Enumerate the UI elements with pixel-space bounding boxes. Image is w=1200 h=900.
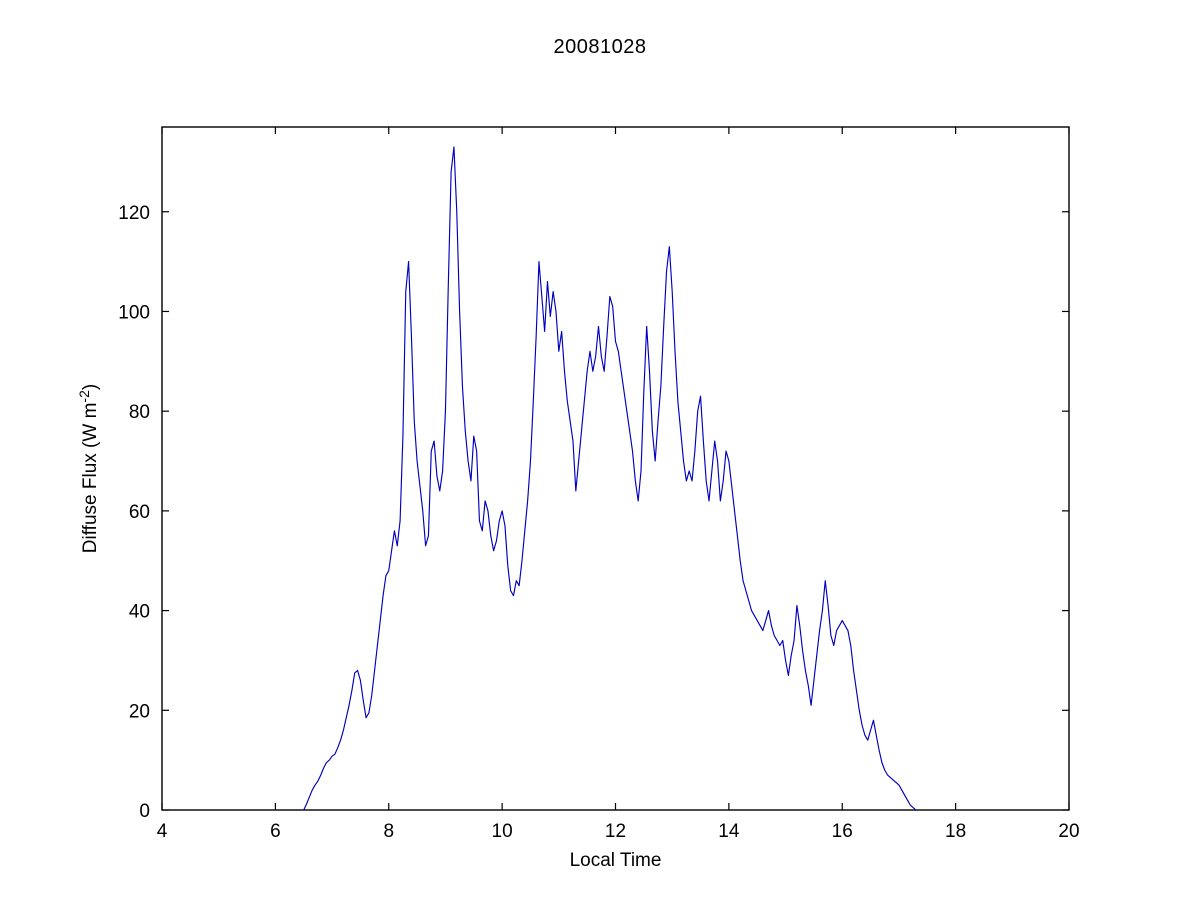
x-tick-label: 8 xyxy=(383,821,394,842)
y-tick-label: 120 xyxy=(118,203,150,224)
y-tick-label: 0 xyxy=(139,801,150,822)
data-series-group xyxy=(303,146,917,811)
y-tick-label: 40 xyxy=(129,602,150,623)
x-tick-label: 16 xyxy=(832,821,853,842)
x-tick-label: 14 xyxy=(718,821,740,842)
ticks-group: 4 6 8 10 12 14 16 18 20 0 20 40 60 80 100 120 xyxy=(118,127,1080,842)
x-tick-label: 10 xyxy=(492,821,513,842)
x-axis-title: Local Time xyxy=(570,850,662,871)
x-tick-label: 4 xyxy=(157,821,168,842)
x-tick-label: 12 xyxy=(605,821,626,842)
data-line-diffuse-flux xyxy=(303,146,917,811)
axes-box xyxy=(161,126,1070,811)
y-tick-label: 100 xyxy=(118,302,150,323)
x-tick-label: 18 xyxy=(945,821,966,842)
y-tick-label: 80 xyxy=(129,402,150,423)
axes-frame xyxy=(161,126,1070,811)
y-tick-label: 60 xyxy=(129,502,150,523)
y-axis-title: Diffuse Flux (W m-2) xyxy=(76,384,101,553)
x-tick-label: 20 xyxy=(1058,821,1079,842)
y-tick-label: 20 xyxy=(129,701,150,722)
axis-labels-group: Local Time Diffuse Flux (W m-2) xyxy=(76,384,661,871)
chart-title: 20081028 xyxy=(553,36,647,58)
x-tick-label: 6 xyxy=(270,821,281,842)
